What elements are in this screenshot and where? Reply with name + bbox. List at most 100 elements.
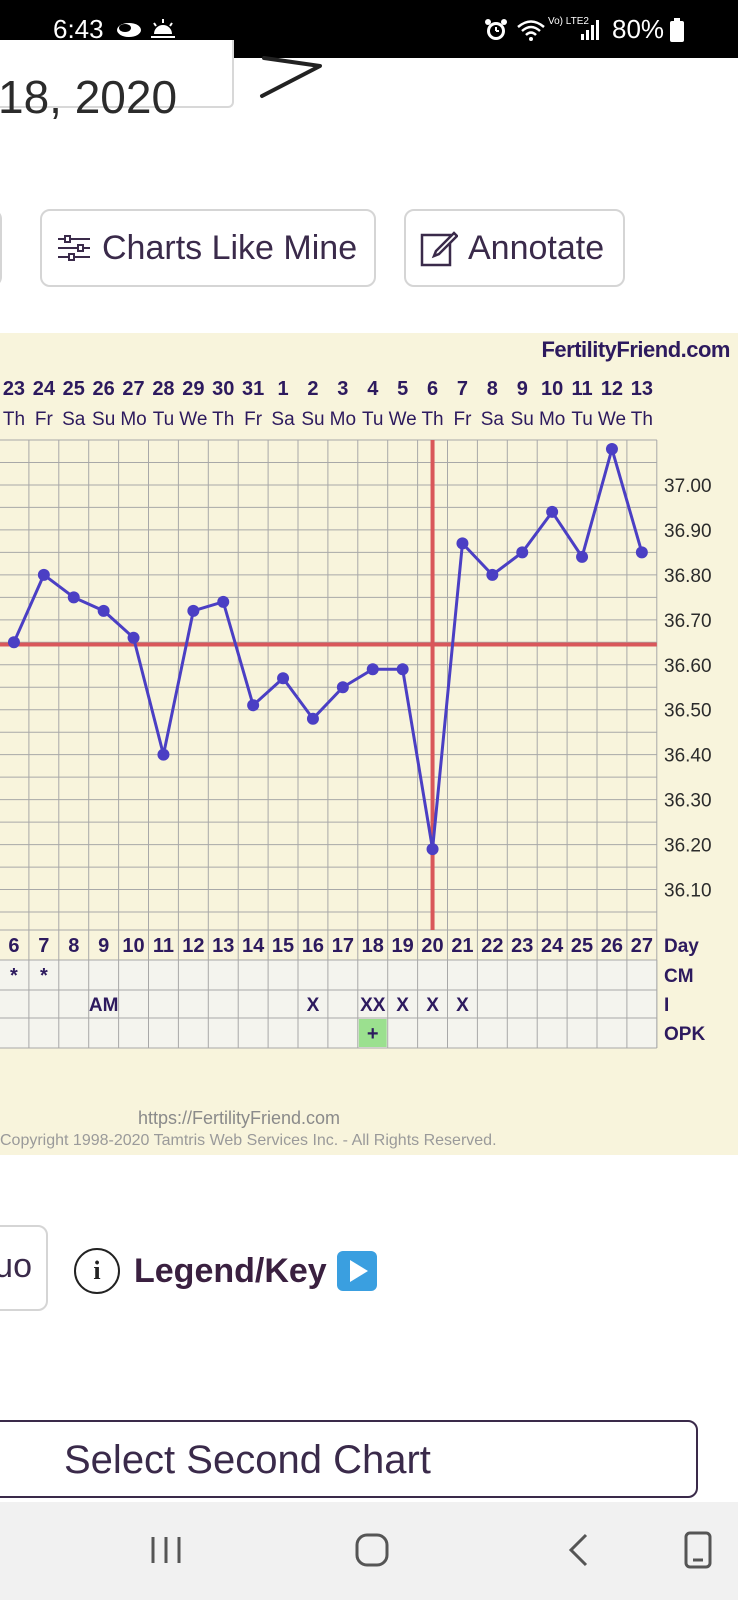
date-label: 26 [93, 378, 115, 400]
cycle-day-label: 16 [302, 935, 324, 957]
keyboard-toggle-icon[interactable] [683, 1530, 713, 1575]
weekday-label: We [598, 409, 626, 430]
cycle-day-label: 6 [8, 935, 19, 957]
cycle-day-label: 23 [511, 935, 533, 957]
temperature-point [576, 550, 589, 563]
cycle-day-label: 7 [38, 935, 49, 957]
temperature-point [247, 699, 260, 712]
weekday-label: We [389, 409, 417, 430]
sunrise-icon [150, 18, 176, 45]
date-selector[interactable]: 18, 2020 [0, 40, 234, 120]
temperature-point [67, 591, 80, 604]
weekday-label: Fr [453, 409, 472, 430]
intercourse-marker: XX [360, 995, 386, 1016]
temperature-point [486, 568, 499, 581]
temperature-point [157, 748, 170, 761]
date-label: 11 [571, 378, 592, 400]
weekday-label: Sa [62, 409, 86, 430]
partial-button[interactable]: uo [0, 1225, 48, 1311]
date-label: 6 [427, 378, 438, 400]
date-label: 2 [307, 378, 318, 400]
temperature-line [12, 443, 644, 850]
weekday-label: Sa [481, 409, 505, 430]
sliders-icon [56, 234, 92, 262]
cycle-day-label: 25 [571, 935, 593, 957]
chart-copyright: Copyright 1998-2020 Tamtris Web Services… [0, 1132, 497, 1149]
date-label: 30 [212, 378, 234, 400]
y-tick-label: 36.20 [664, 836, 712, 857]
date-label: 12 [601, 378, 623, 400]
cycle-day-label: 20 [421, 935, 443, 957]
temperature-point [306, 712, 319, 725]
temperature-point [635, 546, 648, 559]
temperature-point [336, 681, 349, 694]
info-icon: i [74, 1248, 120, 1294]
weekday-label: Th [3, 409, 25, 430]
temperature-point [605, 442, 618, 455]
weekday-label: Sa [271, 409, 295, 430]
next-chevron-icon[interactable] [258, 52, 328, 107]
date-label: 27 [122, 378, 144, 400]
date-label: 24 [33, 378, 56, 400]
y-tick-label: 37.00 [664, 476, 712, 497]
date-label: 31 [242, 378, 264, 400]
back-icon[interactable] [566, 1532, 590, 1573]
status-time: 6:43 [53, 14, 104, 44]
weather-cloud-icon [116, 20, 142, 43]
intercourse-marker: AM [89, 995, 119, 1016]
y-tick-label: 36.10 [664, 881, 712, 902]
weekday-label: Th [421, 409, 443, 430]
date-label: 13 [631, 378, 653, 400]
date-label: 25 [63, 378, 85, 400]
temperature-point [7, 636, 20, 649]
cycle-day-label: 10 [122, 935, 144, 957]
cycle-day-label: 18 [362, 935, 384, 957]
weekday-label: Tu [571, 409, 592, 430]
legend-key-link[interactable]: i Legend/Key [74, 1248, 377, 1294]
home-icon[interactable] [354, 1532, 390, 1573]
cm-marker: * [10, 965, 18, 987]
annotate-button[interactable]: Annotate [404, 209, 625, 287]
date-label: 5 [397, 378, 408, 400]
date-label: 8 [487, 378, 498, 400]
weekday-label: Su [511, 409, 534, 430]
opk-positive-cell [358, 1019, 387, 1047]
battery-icon [670, 18, 684, 47]
cycle-day-label: 22 [481, 935, 503, 957]
row-label: Day [664, 936, 699, 957]
y-tick-label: 36.80 [664, 566, 712, 587]
date-text: 18, 2020 [0, 71, 178, 123]
cycle-day-label: 21 [451, 935, 473, 957]
charts-like-mine-label: Charts Like Mine [102, 228, 358, 267]
legend-key-label: Legend/Key [134, 1251, 327, 1290]
y-tick-label: 36.40 [664, 746, 712, 767]
weekday-label: Su [92, 409, 115, 430]
cycle-day-label: 17 [332, 935, 354, 957]
select-second-chart-button[interactable]: Select Second Chart [0, 1420, 698, 1498]
charts-like-mine-button[interactable]: Charts Like Mine [40, 209, 376, 287]
date-label: 9 [517, 378, 528, 400]
fertilityfriend-logo: FertilityFriend.com [541, 337, 730, 362]
chart-url[interactable]: https://FertilityFriend.com [138, 1108, 341, 1128]
signal-icon [580, 18, 600, 45]
weekday-label: Mo [539, 409, 565, 430]
battery-percent: 80% [612, 14, 665, 44]
weekday-label: We [179, 409, 207, 430]
cycle-day-label: 13 [212, 935, 234, 957]
date-label: 23 [3, 378, 25, 400]
intercourse-marker: X [426, 995, 439, 1016]
system-nav-bar [0, 1502, 738, 1600]
intercourse-marker: X [307, 995, 320, 1016]
cycle-day-label: 12 [182, 935, 204, 957]
date-label: 7 [457, 378, 468, 400]
row-label: OPK [664, 1024, 705, 1045]
weekday-label: Mo [330, 409, 356, 430]
intercourse-marker: X [456, 995, 469, 1016]
weekday-label: Su [301, 409, 324, 430]
date-label: 10 [541, 378, 563, 400]
cycle-day-label: 15 [272, 935, 294, 957]
temperature-point [127, 631, 140, 644]
y-tick-label: 36.30 [664, 791, 712, 812]
recent-apps-icon[interactable] [150, 1534, 182, 1571]
